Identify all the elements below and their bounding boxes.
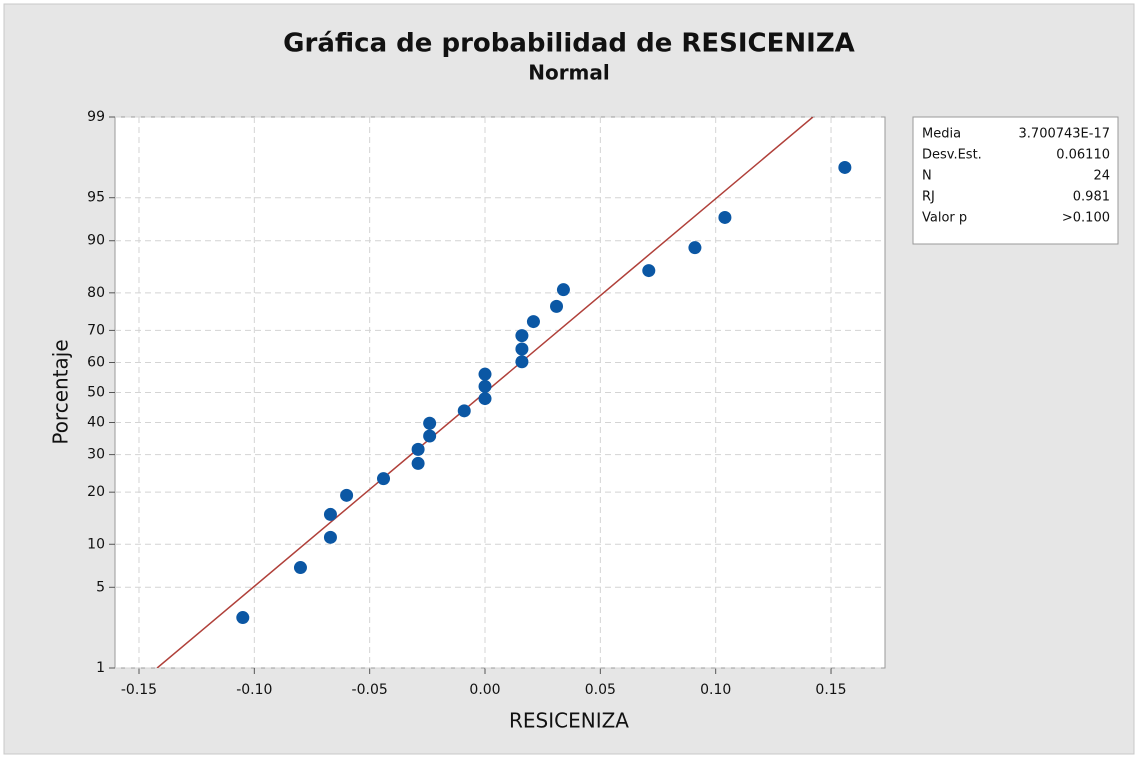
point (550, 299, 564, 313)
point (838, 160, 852, 174)
point (515, 329, 529, 343)
point (515, 355, 529, 369)
point (423, 429, 437, 443)
stat-label: RJ (922, 190, 935, 205)
point (457, 404, 471, 418)
y-tick-label: 20 (87, 484, 105, 500)
point (478, 392, 492, 406)
point (556, 283, 570, 297)
y-tick-label: 70 (87, 322, 105, 338)
stat-label: Valor p (922, 211, 967, 226)
stat-value: >0.100 (1062, 211, 1110, 226)
point (323, 530, 337, 544)
point (515, 342, 529, 356)
y-tick-label: 30 (87, 447, 105, 463)
x-tick-label: 0.10 (700, 682, 731, 698)
y-tick-label: 40 (87, 415, 105, 431)
y-tick-label: 90 (87, 233, 105, 249)
x-tick-label: -0.05 (352, 682, 388, 698)
y-tick-label: 95 (87, 190, 105, 206)
x-tick-label: -0.15 (121, 682, 157, 698)
y-tick-label: 10 (87, 536, 105, 552)
point (411, 442, 425, 456)
point (293, 561, 307, 575)
point (478, 379, 492, 393)
chart-subtitle: Normal (528, 61, 610, 85)
stat-value: 3.700743E-17 (1019, 127, 1110, 142)
stat-value: 0.981 (1073, 190, 1110, 205)
point (718, 210, 732, 224)
point (340, 488, 354, 502)
stat-label: Desv.Est. (922, 148, 982, 163)
point (236, 611, 250, 625)
y-tick-label: 60 (87, 354, 105, 370)
x-axis-label: RESICENIZA (509, 709, 629, 733)
point (478, 367, 492, 381)
chart-title: Gráfica de probabilidad de RESICENIZA (283, 29, 855, 59)
point (423, 416, 437, 430)
stat-label: N (922, 169, 932, 184)
y-tick-label: 5 (96, 579, 105, 595)
point (526, 315, 540, 329)
y-tick-label: 50 (87, 385, 105, 401)
stat-value: 24 (1093, 169, 1110, 184)
y-tick-label: 80 (87, 285, 105, 301)
y-axis-label: Porcentaje (49, 339, 73, 444)
point (323, 507, 337, 521)
stat-value: 0.06110 (1056, 148, 1110, 163)
x-tick-label: 0.00 (469, 682, 500, 698)
y-tick-label: 1 (96, 660, 105, 676)
x-tick-label: 0.05 (585, 682, 616, 698)
x-tick-label: 0.15 (815, 682, 846, 698)
point (377, 472, 391, 486)
point (688, 241, 702, 255)
stat-label: Media (922, 127, 961, 142)
stats-box (912, 116, 1119, 245)
x-tick-label: -0.10 (236, 682, 272, 698)
point (411, 456, 425, 470)
y-tick-label: 99 (87, 109, 105, 125)
point (642, 264, 656, 278)
